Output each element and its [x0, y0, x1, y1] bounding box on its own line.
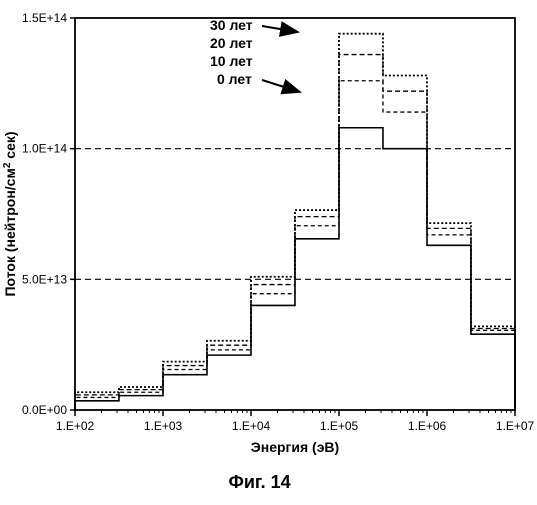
svg-text:Поток (нейтрон/см2 сек): Поток (нейтрон/см2 сек) [2, 131, 19, 296]
svg-text:Энергия (эВ): Энергия (эВ) [251, 439, 339, 455]
svg-text:1.E+02: 1.E+02 [56, 419, 95, 433]
legend-label: 20 лет [210, 35, 253, 51]
legend-label: 30 лет [210, 17, 253, 33]
flux-spectrum-chart: 1.E+02 1.E+03 1.E+04 1.E+05 1.E+06 1.E+07 0.0E… [0, 0, 537, 500]
svg-text:0.0E+00: 0.0E+00 [22, 403, 67, 417]
svg-text:1.E+03: 1.E+03 [144, 419, 183, 433]
svg-text:1.E+06: 1.E+06 [408, 419, 447, 433]
legend-label: 10 лет [210, 53, 253, 69]
figure-container: 1.E+02 1.E+03 1.E+04 1.E+05 1.E+06 1.E+07 0.0E… [0, 0, 537, 500]
legend-label: 0 лет [217, 71, 252, 87]
svg-text:1.E+05: 1.E+05 [320, 419, 359, 433]
figure-caption: Фиг. 14 [229, 472, 291, 493]
svg-text:1.0E+14: 1.0E+14 [22, 142, 67, 156]
svg-text:1.E+04: 1.E+04 [232, 419, 271, 433]
svg-text:1.E+07: 1.E+07 [496, 419, 535, 433]
svg-text:1.5E+14: 1.5E+14 [22, 11, 67, 25]
svg-text:5.0E+13: 5.0E+13 [22, 272, 67, 286]
